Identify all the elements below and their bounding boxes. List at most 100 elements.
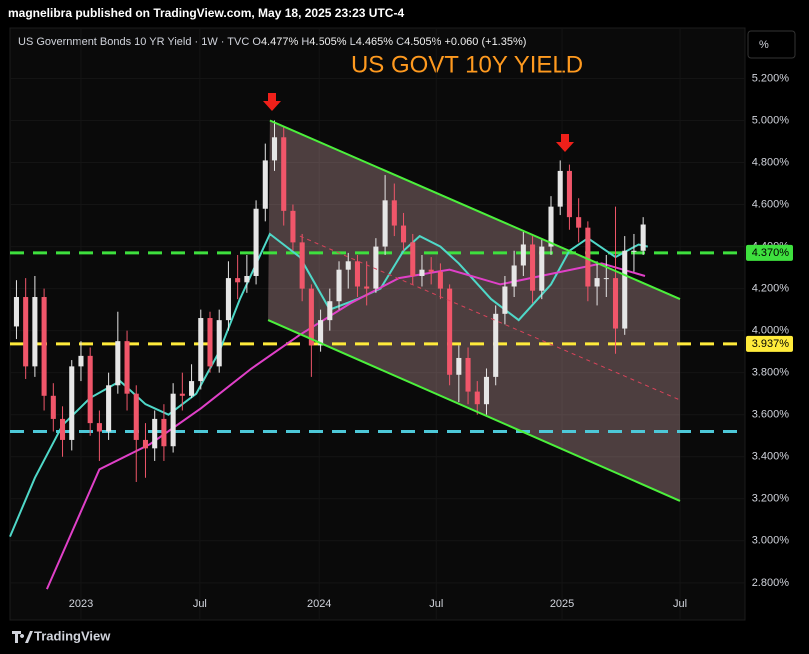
brand: TradingView — [34, 628, 111, 643]
candle-body — [530, 244, 536, 291]
candle-body — [198, 318, 204, 382]
candle-body — [557, 170, 563, 207]
candle-body — [447, 288, 453, 375]
y-tick-label: 2.800% — [752, 577, 790, 589]
header-part: L — [350, 36, 356, 48]
candle-body — [483, 376, 490, 405]
candle-body — [318, 320, 324, 346]
candle-body — [354, 261, 360, 287]
candle-body — [465, 357, 471, 392]
channel-area — [268, 120, 681, 501]
candle-body — [115, 341, 121, 386]
unit-button[interactable] — [747, 30, 796, 59]
header-part: 4.505% — [404, 36, 442, 48]
candle-body — [502, 286, 508, 314]
candle-body — [548, 206, 554, 247]
candle-body — [336, 269, 342, 302]
trendline — [269, 119, 681, 301]
candle-body — [299, 242, 305, 289]
y-tick-label: 4.000% — [752, 325, 790, 337]
candle-body — [50, 395, 56, 419]
x-tick-label: 2025 — [550, 598, 574, 610]
candle-body — [262, 160, 268, 209]
candle-body — [345, 261, 351, 270]
candle-body — [474, 391, 480, 405]
candle-body — [539, 246, 545, 291]
candle-body — [253, 208, 259, 276]
y-tick-label: 4.600% — [752, 198, 790, 210]
candle-body — [391, 200, 397, 226]
y-tick-label: 4.200% — [752, 283, 790, 295]
candle-body — [576, 217, 582, 228]
header-part: C — [396, 36, 404, 48]
candle-body — [244, 275, 250, 283]
x-tick-label: Jul — [673, 598, 687, 610]
candle-body — [428, 269, 434, 272]
candle-body — [373, 246, 379, 289]
header-part: +0.060 (+1.35%) — [444, 36, 526, 48]
header-part: 4.505% — [309, 36, 347, 48]
y-tick-label: 5.000% — [752, 114, 790, 126]
y-tick-label: 5.200% — [752, 72, 790, 84]
candle-body — [640, 224, 646, 251]
symbol-header: US Government Bonds 10 YR Yield · 1W · T… — [18, 36, 526, 48]
candle-body — [594, 278, 600, 287]
candle-body — [382, 200, 388, 247]
candle-body — [179, 393, 185, 396]
candle-body — [189, 381, 195, 396]
candle-body — [133, 393, 139, 440]
candle-body — [235, 278, 241, 283]
header-part: US Government Bonds 10 YR Yield · 1W · T… — [18, 36, 249, 48]
y-tick-label: 3.400% — [752, 451, 790, 463]
level-tag-label: 3.937% — [752, 338, 790, 350]
x-tick-label: Jul — [429, 598, 443, 610]
candle-body — [327, 301, 333, 321]
candle-body — [13, 297, 19, 327]
y-tick-label: 3.600% — [752, 409, 790, 421]
candle-body — [493, 313, 499, 377]
candle-body — [281, 137, 287, 211]
candle-body — [106, 385, 112, 432]
x-tick-label: 2024 — [307, 598, 331, 610]
candle-body — [32, 297, 38, 367]
candle-body — [152, 418, 158, 449]
level-tag-label: 4.370% — [752, 247, 790, 259]
arrows — [263, 93, 574, 152]
candle-body — [566, 170, 572, 218]
y-tick-label: 3.000% — [752, 535, 790, 547]
candle-body — [456, 357, 462, 375]
candle-body — [23, 297, 29, 367]
candle-body — [410, 242, 416, 276]
candle-body — [520, 244, 526, 266]
candle-body — [308, 288, 314, 346]
x-tick-label: 2023 — [69, 598, 93, 610]
candle-body — [69, 366, 75, 440]
y-tick-label: 4.800% — [752, 156, 790, 168]
candle-body — [161, 418, 167, 447]
level-tag — [746, 335, 793, 352]
header-part: 4.477% — [261, 36, 299, 48]
candle-body — [622, 250, 628, 329]
candle-body — [419, 269, 425, 276]
header-part: H — [301, 36, 309, 48]
candle-body — [364, 286, 370, 289]
candle-body — [631, 250, 637, 252]
y-tick-label: 3.200% — [752, 493, 790, 505]
candle-body — [124, 341, 130, 394]
candle-body — [437, 271, 443, 289]
candle-body — [290, 210, 296, 243]
unit-button-label[interactable]: % — [759, 39, 769, 51]
arrow — [556, 134, 574, 152]
candle-body — [142, 439, 149, 449]
candle-body — [170, 393, 176, 447]
y-tick-label: 3.800% — [752, 367, 790, 379]
moving-average — [45, 262, 646, 590]
candle-body — [207, 318, 213, 367]
header-part: O — [252, 36, 261, 48]
x-tick-label: Jul — [193, 598, 207, 610]
brand-logo — [12, 631, 33, 643]
attribution: magnelibra published on TradingView.com,… — [8, 6, 404, 20]
candle-body — [216, 320, 222, 367]
candle-body — [401, 225, 407, 243]
